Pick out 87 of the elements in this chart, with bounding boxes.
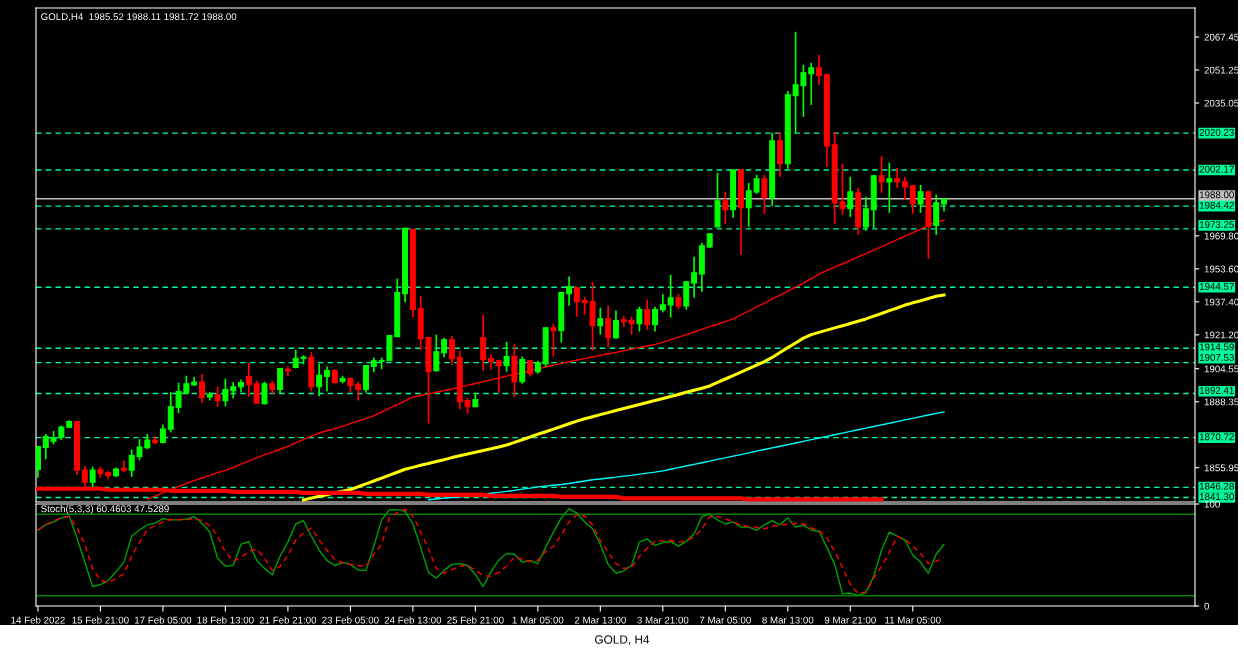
candlestick	[659, 293, 666, 314]
chart-title: Stoch(5,3,3) 60.4603 47.5289	[41, 505, 169, 515]
candlestick	[917, 183, 924, 214]
x-tick-label: 3 Mar 21:00	[637, 616, 689, 624]
y-tick-label: 2051.25	[1204, 66, 1239, 74]
candlestick	[433, 333, 440, 373]
candlestick	[909, 183, 916, 215]
candlestick	[222, 377, 229, 408]
candlestick	[722, 191, 729, 225]
x-tick-label: 15 Feb 21:00	[72, 616, 129, 624]
ref-line-label: 2002.17	[1199, 165, 1234, 173]
x-tick-label: 1 Mar 05:00	[512, 616, 564, 624]
line-series	[427, 411, 945, 501]
ref-line-label: 1988.00	[1199, 191, 1234, 199]
candlestick	[42, 433, 49, 461]
candlestick	[605, 304, 612, 349]
candlestick	[644, 298, 651, 331]
candlestick	[894, 167, 901, 189]
x-tick-label: 23 Feb 05:00	[322, 616, 379, 624]
candlestick	[355, 380, 362, 402]
candlestick	[89, 465, 96, 488]
candlestick	[847, 175, 854, 218]
candlestick	[878, 154, 885, 194]
chart-title: GOLD,H4 1985.52 1988.11 1981.72 1988.00	[41, 13, 237, 22]
ref-line-label: 1984.42	[1199, 201, 1234, 209]
x-tick-label: 2 Mar 13:00	[574, 616, 626, 624]
candlestick	[612, 309, 619, 340]
candlestick	[199, 373, 205, 404]
ref-line-label: 1870.72	[1199, 433, 1234, 441]
candlestick	[761, 173, 768, 215]
ref-line-label: 1846.28	[1199, 482, 1234, 490]
candlestick	[448, 335, 455, 366]
candlestick	[36, 445, 41, 479]
x-tick-label: 8 Mar 13:00	[762, 616, 814, 624]
x-tick-label: 9 Mar 21:00	[824, 616, 876, 624]
text: GOLD, H4	[595, 635, 650, 646]
y-tick-label: 1904.55	[1204, 365, 1239, 373]
candlestick	[691, 255, 698, 299]
candlestick	[566, 275, 573, 307]
candlestick	[933, 193, 940, 236]
candlestick	[214, 386, 221, 408]
candlestick	[261, 380, 268, 406]
candlestick	[323, 365, 330, 393]
candlestick	[316, 362, 323, 398]
x-tick-label: 17 Feb 05:00	[135, 616, 192, 624]
candlestick	[808, 61, 815, 106]
ref-line-label: 1907.53	[1199, 353, 1234, 361]
candlestick	[886, 161, 893, 214]
candlestick	[503, 340, 510, 373]
candlestick	[363, 364, 369, 394]
candlestick	[253, 379, 260, 405]
y-tick-label: 2067.45	[1204, 33, 1239, 41]
x-tick-label: 7 Mar 05:00	[699, 616, 751, 624]
ref-line-label: 1892.41	[1199, 386, 1234, 394]
y-tick-label: 0	[1204, 602, 1210, 610]
x-tick-label: 18 Feb 13:00	[197, 616, 254, 624]
x-tick-label: 21 Feb 21:00	[259, 616, 317, 624]
candlestick	[597, 306, 604, 336]
candlestick	[901, 175, 908, 201]
ref-line-label: 1944.57	[1199, 282, 1234, 290]
ref-line-label: 1973.25	[1199, 221, 1234, 228]
y-tick-label: 2035.05	[1204, 99, 1239, 107]
candlestick	[862, 195, 869, 232]
candlestick	[495, 358, 502, 394]
candlestick	[245, 362, 252, 398]
candlestick	[159, 423, 166, 445]
candlestick	[480, 313, 487, 372]
x-tick-label: 14 Feb 2022	[11, 616, 65, 624]
ref-line-label: 1914.59	[1199, 343, 1234, 351]
candlestick	[277, 367, 284, 395]
x-tick-label: 24 Feb 13:00	[384, 616, 442, 624]
candlestick	[550, 322, 557, 358]
candlestick	[441, 336, 448, 359]
y-tick-label: 1855.95	[1204, 464, 1239, 472]
candlestick	[777, 130, 783, 178]
candlestick	[652, 305, 658, 333]
candlestick	[573, 286, 580, 318]
y-tick-label: 1888.35	[1204, 398, 1239, 406]
candlestick	[816, 53, 823, 86]
x-tick-label: 11 Mar 05:00	[885, 616, 941, 624]
candlestick	[519, 355, 526, 385]
ref-line-label: 1841.30	[1199, 493, 1234, 501]
x-tick-label: 25 Feb 21:00	[447, 616, 504, 624]
candlestick	[667, 273, 674, 319]
ref-line-label: 2020.23	[1199, 128, 1234, 136]
line-series	[301, 293, 946, 502]
candlestick	[636, 305, 643, 333]
